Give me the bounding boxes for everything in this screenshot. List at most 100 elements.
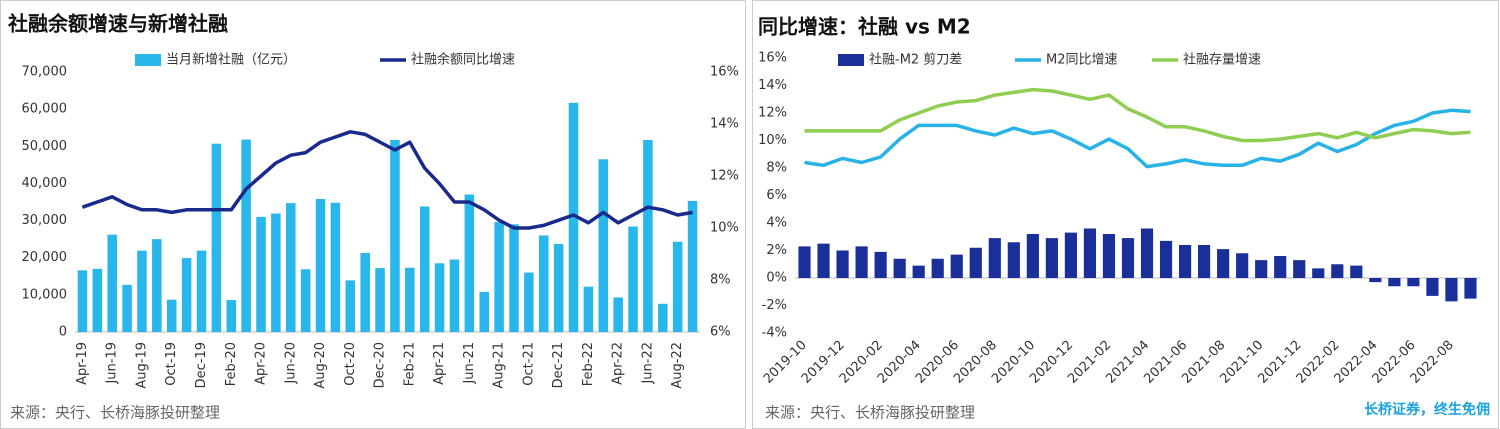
bar	[271, 213, 281, 332]
y2-tick-label: 8%	[710, 273, 731, 288]
bar	[1064, 232, 1077, 278]
y-tick-label: 20,000	[22, 250, 68, 265]
legend-swatch	[135, 54, 161, 66]
bar	[1198, 245, 1211, 278]
chart-title: 社融余额增速与新增社融	[7, 12, 228, 36]
x-tick-label: Jun-19	[105, 342, 120, 385]
bar	[434, 263, 445, 332]
bar	[817, 243, 830, 278]
bar	[181, 258, 192, 332]
y-tick-label: 0	[59, 325, 67, 340]
bar	[286, 203, 296, 332]
bar	[1159, 240, 1173, 278]
y-tick-label: 50,000	[22, 139, 68, 154]
y-tick-label: -2%	[762, 298, 787, 313]
bar	[1426, 278, 1439, 296]
x-tick-label: Apr-19	[75, 342, 90, 385]
x-tick-label: Aug-20	[313, 342, 328, 389]
legend-label: 社融-M2 剪刀差	[869, 52, 962, 68]
x-tick-label: Oct-19	[164, 342, 179, 386]
line	[81, 130, 693, 230]
bar	[1350, 265, 1363, 278]
y-tick-label: 40,000	[22, 176, 68, 191]
bar	[405, 267, 415, 332]
y-tick-label: 70,000	[22, 65, 68, 80]
bar	[196, 250, 207, 332]
y-tick-label: 2%	[766, 243, 787, 258]
bar	[628, 226, 638, 332]
x-tick-label: Jun-21	[462, 342, 477, 385]
bar	[672, 241, 683, 332]
bar	[1293, 260, 1306, 278]
bar	[583, 286, 594, 332]
bar	[1407, 278, 1420, 287]
legend-swatch	[838, 54, 864, 66]
y-tick-label: 16%	[758, 51, 787, 66]
bar	[211, 143, 222, 332]
bar	[1388, 278, 1401, 287]
bar	[988, 238, 1001, 278]
bar	[1331, 264, 1344, 278]
bar	[360, 252, 370, 332]
bar	[390, 139, 400, 332]
bar	[77, 270, 88, 332]
bar	[375, 268, 385, 332]
bar	[1464, 278, 1477, 299]
x-tick-label: Feb-20	[224, 342, 239, 386]
bar	[524, 272, 534, 332]
bar	[479, 291, 489, 332]
y2-tick-label: 6%	[710, 325, 731, 340]
bar	[1445, 278, 1458, 302]
bar	[613, 297, 623, 332]
bar	[1140, 228, 1154, 278]
y-tick-label: -4%	[762, 326, 787, 341]
x-tick-label: Aug-22	[670, 342, 685, 389]
bar	[1102, 234, 1116, 278]
x-tick-label: Aug-19	[134, 342, 149, 389]
bar	[256, 216, 266, 332]
bar	[92, 268, 103, 332]
bar	[931, 258, 944, 278]
bar	[1217, 249, 1230, 278]
bar	[241, 139, 251, 332]
y2-tick-label: 16%	[710, 65, 739, 80]
bar	[643, 139, 653, 332]
bar	[137, 250, 147, 332]
bar	[449, 259, 460, 332]
y-tick-label: 30,000	[22, 213, 68, 228]
bar	[464, 194, 475, 332]
bar	[1045, 238, 1058, 278]
bar	[330, 202, 341, 332]
bar	[538, 235, 549, 332]
line	[804, 108, 1471, 169]
bar	[419, 206, 430, 332]
y2-tick-label: 12%	[710, 169, 739, 184]
legend-label: 社融余额同比增速	[411, 52, 515, 68]
y-tick-label: 60,000	[22, 102, 68, 117]
bar	[658, 303, 668, 332]
legend-label: M2同比增速	[1046, 53, 1118, 68]
bar	[122, 284, 132, 332]
y-tick-label: 12%	[758, 106, 787, 121]
bar	[226, 300, 237, 332]
bar	[687, 200, 698, 332]
bar	[1178, 245, 1192, 278]
x-tick-label: Oct-20	[343, 342, 358, 386]
y-tick-label: 0%	[766, 271, 787, 286]
x-tick-label: Dec-21	[551, 342, 566, 388]
bar	[598, 159, 609, 332]
bar	[950, 254, 963, 278]
y-tick-label: 4%	[766, 216, 787, 231]
x-tick-label: Apr-21	[432, 342, 447, 385]
bar	[855, 246, 868, 278]
x-tick-label: Oct-21	[521, 342, 536, 386]
x-tick-label: Jun-22	[640, 342, 655, 385]
bar	[1236, 253, 1249, 278]
y2-tick-label: 14%	[710, 117, 739, 132]
bar	[509, 224, 519, 332]
chart-title: 同比增速：社融 vs M2	[758, 15, 971, 39]
bar	[107, 234, 117, 332]
bar	[152, 239, 162, 332]
